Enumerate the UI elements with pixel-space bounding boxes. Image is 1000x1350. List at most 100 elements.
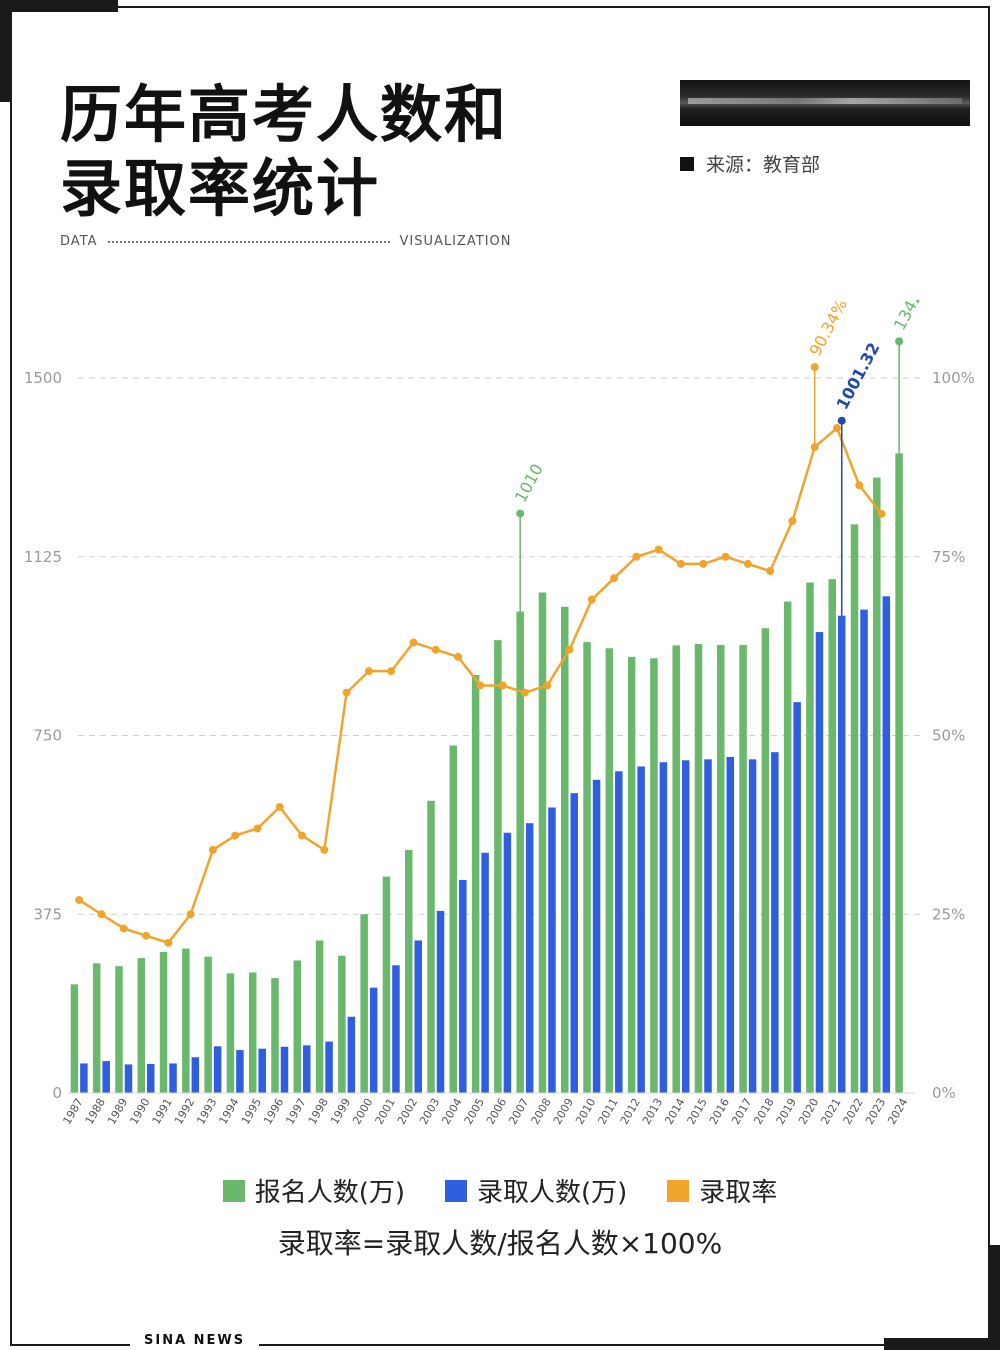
tag-left: DATA	[60, 234, 98, 249]
tag-bar: DATA VISUALIZATION	[60, 234, 512, 249]
bar-applicants	[204, 956, 212, 1093]
x-tick-label: 2014	[662, 1096, 687, 1127]
x-tick-label: 2003	[417, 1096, 442, 1127]
bar-admitted	[213, 1046, 222, 1093]
rate-point	[142, 931, 151, 940]
rate-point	[543, 681, 552, 690]
bar-applicants	[650, 658, 658, 1093]
bar-applicants	[404, 849, 413, 1093]
rate-point	[498, 681, 507, 690]
decorative-photo-strip	[680, 80, 970, 126]
bar-admitted	[303, 1045, 311, 1093]
bar-admitted	[347, 1016, 356, 1093]
rate-point	[676, 559, 685, 568]
bar-applicants	[583, 642, 591, 1093]
x-tick-label: 1994	[217, 1096, 242, 1127]
bar-applicants	[850, 524, 859, 1093]
bar-applicants	[70, 984, 79, 1093]
x-tick-label: 2023	[863, 1096, 888, 1127]
source-square-icon	[680, 156, 694, 171]
bar-applicants	[806, 582, 814, 1093]
source-text: 来源：教育部	[706, 154, 821, 176]
x-tick-label: 1998	[306, 1096, 331, 1127]
rate-point	[320, 845, 329, 854]
x-tick-label: 2001	[373, 1096, 398, 1127]
y-right-tick-label: 50%	[932, 727, 965, 745]
x-tick-label: 2018	[751, 1096, 776, 1127]
bar-applicants	[672, 645, 680, 1093]
x-tick-label: 2009	[551, 1096, 576, 1127]
x-tick-label: 1999	[328, 1096, 353, 1127]
bar-applicants	[182, 948, 190, 1093]
x-tick-label: 1990	[127, 1096, 152, 1127]
bar-applicants	[516, 611, 524, 1093]
bar-admitted	[815, 632, 824, 1093]
brand-label: SINA NEWS	[130, 1333, 260, 1348]
y-left-tick-label: 750	[33, 727, 62, 745]
x-tick-label: 1991	[150, 1096, 175, 1127]
bar-applicants	[538, 592, 547, 1093]
x-tick-label: 2000	[350, 1096, 375, 1127]
x-tick-label: 2006	[484, 1096, 509, 1127]
page-frame	[10, 6, 990, 1346]
bar-applicants	[315, 940, 324, 1093]
annotation-dot	[516, 509, 525, 518]
x-tick-label: 2017	[729, 1096, 754, 1127]
rate-point	[164, 938, 173, 947]
bar-admitted	[147, 1063, 155, 1093]
x-tick-label: 2005	[462, 1096, 487, 1127]
bar-admitted	[102, 1061, 110, 1093]
bar-applicants	[382, 876, 391, 1093]
bar-admitted	[80, 1063, 88, 1093]
annotation-dot	[895, 337, 904, 346]
bar-applicants	[226, 973, 235, 1093]
bar-applicants	[783, 601, 792, 1093]
y-left-tick-label: 1125	[24, 548, 62, 566]
bar-admitted	[704, 759, 712, 1093]
bar-applicants	[717, 644, 725, 1093]
x-tick-label: 2024	[885, 1096, 910, 1127]
rate-point	[342, 688, 351, 697]
bar-applicants	[360, 914, 368, 1093]
corner-bottom-right-v	[988, 1245, 1000, 1350]
formula-note: 录取率=录取人数/报名人数×100%	[277, 1227, 723, 1260]
y-left-tick-label: 375	[33, 905, 62, 923]
rate-point	[476, 681, 485, 690]
x-tick-label: 2021	[818, 1096, 843, 1127]
bar-admitted	[771, 752, 779, 1093]
bar-admitted	[837, 615, 846, 1093]
rate-point	[119, 924, 128, 933]
rate-point	[699, 559, 708, 568]
rate-point	[743, 559, 752, 568]
bar-applicants	[471, 674, 480, 1093]
y-right-tick-label: 25%	[932, 905, 965, 923]
rate-point	[275, 803, 284, 811]
rate-point	[75, 895, 84, 904]
bar-applicants	[605, 648, 614, 1093]
bar-applicants	[115, 966, 123, 1093]
x-tick-label: 2019	[774, 1096, 799, 1127]
bar-admitted	[793, 702, 801, 1093]
x-tick-label: 1996	[261, 1096, 286, 1127]
bar-admitted	[860, 609, 868, 1093]
y-right-tick-label: 100%	[932, 369, 975, 387]
x-tick-label: 1987	[60, 1096, 85, 1127]
chart-area: 0 0%375 25%750 50%1125 75%1500 100%1987198819…	[24, 300, 975, 1127]
legend-label-admitted: 录取人数(万)	[476, 1178, 628, 1208]
bar-applicants	[627, 656, 636, 1093]
bar-admitted	[236, 1050, 244, 1093]
rate-point	[832, 424, 841, 433]
rate-point	[186, 910, 195, 919]
rate-point	[587, 595, 596, 604]
rate-point	[298, 831, 307, 840]
x-tick-label: 1988	[83, 1096, 108, 1127]
bar-admitted	[191, 1057, 200, 1093]
x-tick-label: 2013	[640, 1096, 665, 1127]
rate-point	[721, 552, 730, 561]
tag-divider	[107, 240, 390, 243]
title-line-2: 录取率统计	[60, 152, 381, 226]
bar-admitted	[882, 596, 891, 1093]
bar-admitted	[525, 823, 534, 1093]
bar-applicants	[761, 628, 770, 1093]
x-tick-label: 2008	[529, 1096, 554, 1127]
